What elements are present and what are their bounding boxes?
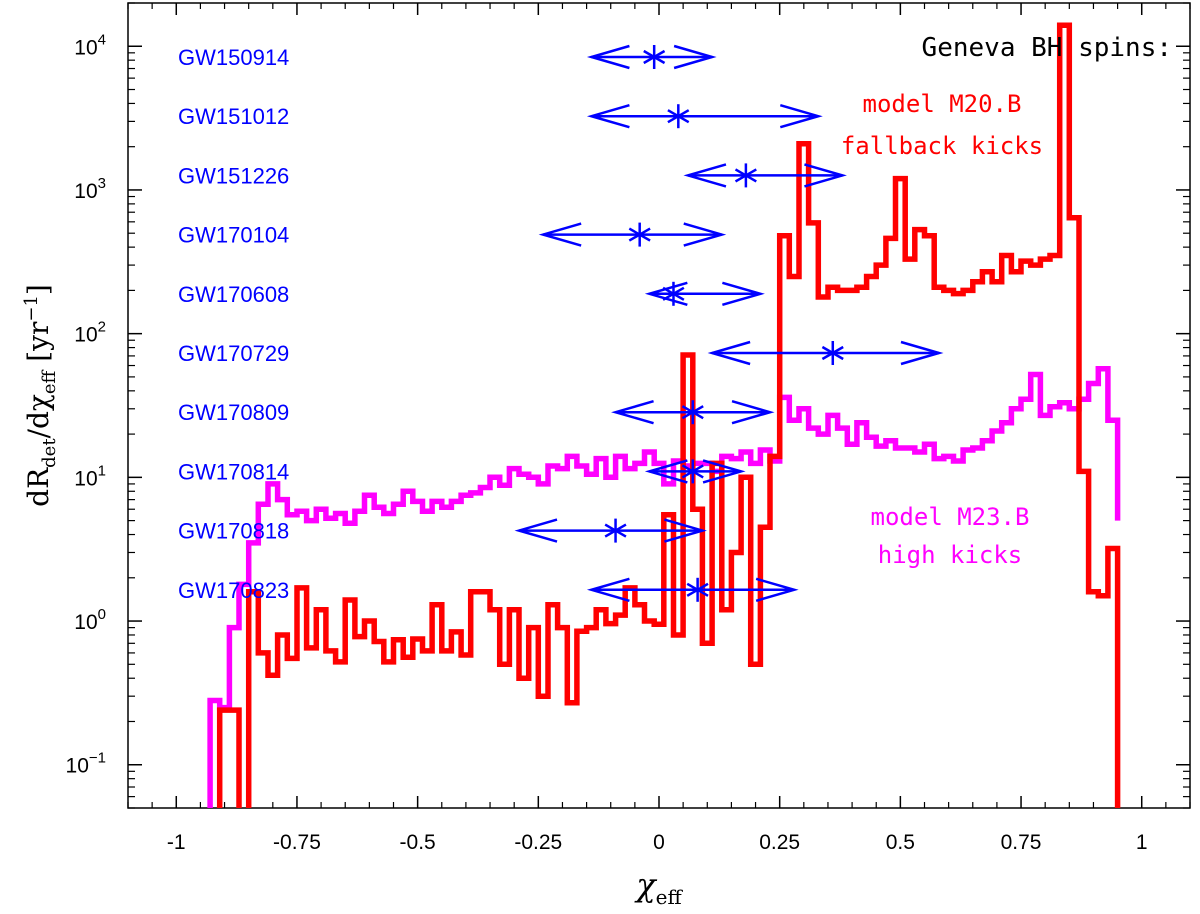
event-point	[667, 109, 690, 124]
event-arrow-right	[664, 518, 707, 543]
event-arrow-right	[702, 459, 746, 484]
series-label-m23b: model M23.B	[871, 503, 1030, 531]
y-tick-label: 103	[74, 175, 106, 203]
event-arrow-left	[707, 340, 751, 366]
event-label: GW170809	[178, 400, 289, 425]
event-label: GW170104	[178, 223, 289, 248]
event-arrow-right	[900, 340, 944, 366]
event-arrow-left	[611, 399, 654, 425]
x-axis-label: χeff	[634, 866, 683, 909]
y-tick-label: 102	[74, 319, 106, 347]
event-arrow-right	[779, 103, 823, 129]
event-label: GW170608	[178, 282, 289, 307]
series-m23b-line	[207, 365, 1121, 808]
event-label: GW150914	[178, 45, 289, 70]
event-arrow-right	[722, 281, 765, 307]
event-arrow-right	[804, 163, 847, 188]
y-tick-label: 101	[74, 462, 106, 490]
event-label: GW170814	[178, 459, 289, 484]
series-label-m20b: model M20.B	[863, 90, 1022, 118]
series-label-m20b: fallback kicks	[841, 132, 1043, 160]
x-axis: -1 -0.75 -0.5 -0.25 0 0.25 0.5 0.75 1	[127, 3, 1191, 854]
event-marker: GW170608	[178, 281, 765, 307]
event-marker: GW170104	[178, 222, 727, 248]
event-point	[681, 464, 704, 479]
event-arrow-left	[586, 44, 630, 70]
event-label: GW170818	[178, 519, 289, 544]
event-marker: GW170729	[178, 340, 944, 366]
event-arrow-left	[683, 163, 727, 188]
x-tick-label: 1	[1136, 831, 1148, 854]
x-tick-label: -0.25	[514, 831, 562, 854]
event-label: GW151226	[178, 163, 289, 188]
event-arrow-left	[538, 222, 582, 247]
annotation-layer: Geneva BH spins: model M20.B fallback kic…	[841, 33, 1172, 569]
event-arrow-right	[673, 44, 717, 70]
axis-titles: χeff dRdet/dχeff [yr−1]	[21, 284, 684, 909]
event-point	[686, 582, 709, 597]
event-label: GW170823	[178, 578, 289, 603]
event-arrow-right	[755, 577, 799, 603]
event-marker: GW170809	[178, 399, 775, 425]
series-m20b-line	[216, 22, 1121, 808]
event-arrow-right	[683, 222, 727, 247]
event-arrow-left	[644, 459, 688, 484]
event-point	[628, 227, 651, 242]
y-tick-label: 104	[74, 31, 106, 59]
x-tick-label: 0.75	[1001, 831, 1042, 854]
event-point	[662, 286, 685, 301]
event-label: GW170729	[178, 341, 289, 366]
event-marker: GW170814	[178, 459, 746, 484]
y-axis-label: dRdet/dχeff [yr−1]	[21, 284, 60, 507]
x-tick-label: 0.5	[886, 831, 915, 854]
event-arrow-left	[586, 577, 630, 603]
event-point	[643, 49, 666, 65]
chart-title: Geneva BH spins:	[922, 33, 1172, 63]
event-marker: GW170823	[178, 577, 799, 603]
event-point	[681, 405, 704, 420]
series-label-m23b: high kicks	[878, 541, 1023, 569]
x-tick-label: 0	[653, 831, 665, 854]
event-point	[821, 345, 844, 361]
event-point	[734, 168, 757, 183]
event-marker: GW151226	[178, 163, 847, 188]
y-tick-label: 10−1	[66, 750, 106, 778]
event-arrow-left	[586, 103, 630, 129]
event-marker: GW170818	[178, 518, 707, 544]
event-arrow-right	[731, 399, 775, 425]
x-tick-label: 0.25	[759, 831, 800, 854]
event-point	[604, 523, 627, 538]
event-marker: GW151012	[178, 103, 823, 129]
event-marker: GW150914	[178, 44, 717, 70]
y-tick-label: 100	[74, 606, 106, 634]
event-label: GW151012	[178, 104, 289, 129]
x-tick-label: -0.75	[273, 831, 321, 854]
event-layer: GW150914 GW151012 GW151226 GW170104 GW170608…	[178, 44, 944, 603]
series-layer	[207, 22, 1121, 808]
event-arrow-left	[514, 518, 558, 543]
y-axis: 10−1 100 101 102 103 104	[66, 2, 1190, 809]
x-tick-label: -0.5	[400, 831, 436, 854]
x-tick-label: -1	[167, 831, 186, 854]
